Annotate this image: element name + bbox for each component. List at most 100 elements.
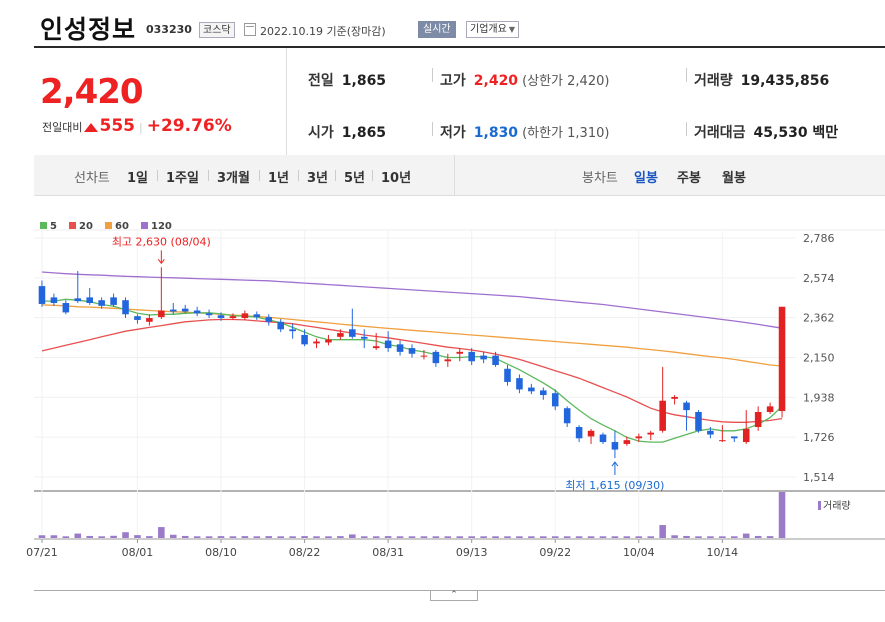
amount-label: 거래대금 bbox=[694, 125, 746, 141]
change-amount: 555 bbox=[99, 116, 135, 136]
tab-period-3m[interactable]: 3개월 bbox=[217, 171, 250, 186]
tab-divider bbox=[298, 170, 299, 181]
volume-bar bbox=[695, 536, 702, 538]
volume-bar bbox=[62, 536, 70, 538]
tab-divider bbox=[157, 170, 158, 181]
tab-period-5y[interactable]: 5년 bbox=[344, 171, 366, 186]
x-tick-label: 10/14 bbox=[706, 546, 738, 559]
candle-body bbox=[181, 308, 189, 312]
candle-body bbox=[420, 355, 428, 357]
volume-bar bbox=[528, 536, 535, 538]
quote-date: 2022.10.19 기준(장마감) bbox=[260, 25, 386, 38]
candle-body bbox=[456, 351, 464, 354]
tab-monthly[interactable]: 월봉 bbox=[722, 171, 746, 186]
ma20-line bbox=[41, 318, 783, 423]
volume-bar bbox=[778, 492, 786, 538]
realtime-button[interactable]: 실시간 bbox=[418, 21, 456, 38]
tab-period-3y[interactable]: 3년 bbox=[307, 171, 329, 186]
stock-header: 인성정보 033230 코스닥 2022.10.19 기준(장마감) 실시간 기… bbox=[0, 0, 885, 46]
volume-bar bbox=[575, 536, 583, 538]
tab-period-10y[interactable]: 10년 bbox=[381, 171, 412, 186]
candle-body bbox=[241, 313, 249, 319]
volume-bar bbox=[659, 525, 666, 538]
volume-bar bbox=[38, 535, 46, 538]
legend-label: 20 bbox=[79, 221, 93, 232]
low-label: 저가 bbox=[440, 125, 466, 141]
x-tick-label: 08/10 bbox=[205, 546, 237, 559]
price-chart: 5 20 60 120 최고 2,630 (08/04) 최저 1,615 (09/30… bbox=[26, 221, 885, 559]
tab-period-1w[interactable]: 1주일 bbox=[166, 171, 199, 186]
chart-bottom-border bbox=[34, 590, 885, 591]
volume: 거래량 19,435,856 bbox=[694, 70, 829, 90]
candle-body bbox=[265, 317, 273, 322]
company-overview-label: 기업개요 bbox=[470, 24, 507, 35]
price-change: 전일대비 555 | +29.76% bbox=[42, 116, 232, 136]
candle-body bbox=[563, 408, 571, 424]
volume-bar bbox=[205, 536, 213, 538]
ma60-line bbox=[41, 304, 783, 367]
volume-bar bbox=[671, 535, 678, 538]
candle-body bbox=[623, 440, 631, 444]
x-tick-label: 08/31 bbox=[372, 546, 404, 559]
candle-body bbox=[301, 334, 308, 345]
volume-value: 19,435,856 bbox=[740, 73, 830, 89]
candle-body bbox=[169, 309, 177, 312]
volume-bar bbox=[420, 536, 428, 538]
y-tick-label: 2,362 bbox=[803, 312, 835, 325]
stat-divider bbox=[686, 122, 687, 136]
x-axis: 07/21 08/01 08/10 08/22 08/31 09/13 09/22 10/04… bbox=[26, 539, 738, 559]
candle-body bbox=[313, 341, 320, 344]
candle-body bbox=[731, 436, 738, 439]
candle-body bbox=[587, 430, 595, 437]
candle-body bbox=[528, 387, 535, 392]
chart-tab-bar: 선차트 1일 1주일 3개월 1년 3년 5년 10년 봉차트 일봉 주봉 월봉 bbox=[34, 155, 885, 196]
amount-value: 45,530 백만 bbox=[753, 125, 839, 141]
company-overview-dropdown[interactable]: 기업개요 ▼ bbox=[466, 21, 519, 38]
y-tick-label: 2,574 bbox=[803, 272, 835, 285]
candle-body bbox=[671, 396, 678, 399]
tab-daily[interactable]: 일봉 bbox=[634, 171, 658, 186]
candle-body bbox=[444, 359, 452, 362]
tab-period-1y[interactable]: 1년 bbox=[268, 171, 290, 186]
open-label: 시가 bbox=[308, 125, 334, 141]
tab-divider bbox=[259, 170, 260, 181]
header-divider bbox=[34, 46, 885, 48]
x-tick-label: 10/04 bbox=[623, 546, 655, 559]
volume-bar bbox=[754, 535, 762, 538]
legend-label: 60 bbox=[115, 221, 129, 232]
candle-body bbox=[74, 298, 82, 302]
prev-close-label: 전일 bbox=[308, 73, 334, 89]
low-arrow-head bbox=[611, 461, 619, 467]
candle-series bbox=[38, 267, 786, 459]
open-value: 1,865 bbox=[341, 125, 387, 141]
volume-bar bbox=[265, 536, 273, 538]
candle-body bbox=[253, 314, 261, 318]
volume-bar bbox=[158, 527, 165, 538]
candle-body bbox=[754, 411, 762, 428]
tab-weekly[interactable]: 주봉 bbox=[677, 171, 701, 186]
candle-body bbox=[217, 315, 225, 319]
collapse-chart-button[interactable]: ⌃ bbox=[430, 591, 478, 601]
volume-legend-swatch bbox=[818, 501, 821, 510]
volume-bar bbox=[468, 536, 475, 538]
stock-code: 033230 bbox=[146, 23, 192, 36]
candle-body bbox=[468, 351, 475, 362]
low-price: 저가 1,830 (하한가 1,310) bbox=[440, 122, 609, 142]
calendar-icon bbox=[244, 23, 256, 36]
legend-label: 120 bbox=[151, 221, 172, 232]
volume-bar bbox=[241, 536, 249, 538]
volume-bar bbox=[134, 535, 141, 538]
tab-divider bbox=[208, 170, 209, 181]
prev-close: 전일 1,865 bbox=[308, 70, 386, 90]
y-tick-label: 1,726 bbox=[803, 431, 835, 444]
candle-body bbox=[551, 393, 559, 407]
candle-body bbox=[134, 316, 141, 320]
change-separator: | bbox=[138, 121, 143, 134]
volume-bar bbox=[372, 536, 380, 538]
volume-bar bbox=[146, 536, 153, 538]
tab-period-1d[interactable]: 1일 bbox=[127, 171, 149, 186]
x-tick-label: 08/22 bbox=[289, 546, 321, 559]
y-tick-label: 2,150 bbox=[803, 352, 835, 365]
candle-body bbox=[289, 329, 296, 332]
tab-divider bbox=[372, 170, 373, 181]
